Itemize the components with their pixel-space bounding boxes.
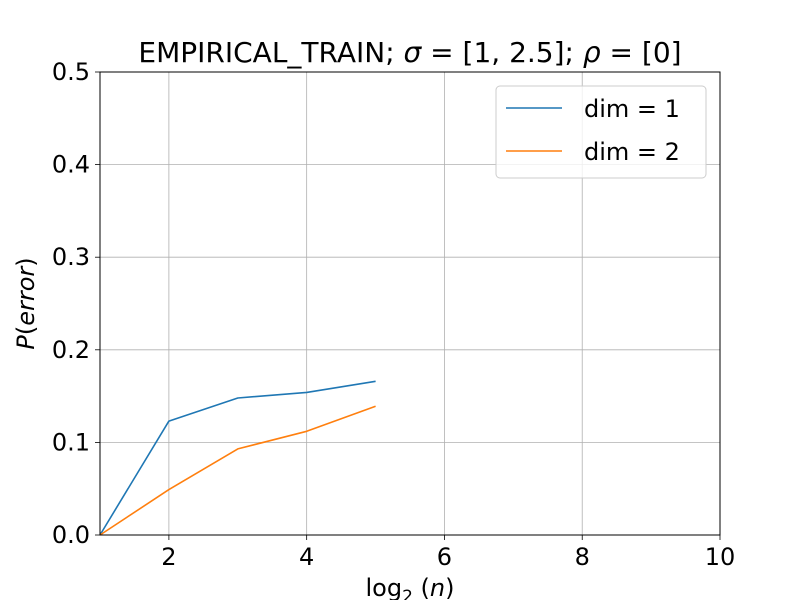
legend-label-1: dim = 1: [584, 95, 680, 123]
y-tick-label: 0.5: [52, 58, 90, 86]
x-tick-label: 2: [161, 543, 176, 571]
x-tick-label: 4: [299, 543, 314, 571]
series-line-1: [99, 380, 376, 536]
y-tick-label: 0.0: [52, 521, 90, 549]
x-axis-label: log2 (n): [365, 574, 454, 600]
y-tick-label: 0.3: [52, 243, 90, 271]
legend-label-2: dim = 2: [584, 138, 680, 166]
y-tick-label: 0.2: [52, 336, 90, 364]
x-tick-label: 10: [705, 543, 736, 571]
legend: dim = 1 dim = 2: [495, 85, 707, 179]
plot-area-frame: [99, 71, 721, 536]
x-tick-label: 8: [575, 543, 590, 571]
chart-title: EMPIRICAL_TRAIN; σ = [1, 2.5]; ρ = [0]: [138, 36, 681, 69]
legend-box: [495, 85, 707, 179]
series-line-2: [99, 405, 376, 536]
series-lines: [99, 380, 376, 536]
y-tick-label: 0.4: [52, 151, 90, 179]
x-tick-label: 6: [437, 543, 452, 571]
y-tick-label: 0.1: [52, 428, 90, 456]
axis-ticks: 2 4 6 8 10 0.0 0.1 0.2 0.3 0.4 0.5: [52, 58, 735, 571]
y-axis-label: P(error): [12, 257, 40, 349]
